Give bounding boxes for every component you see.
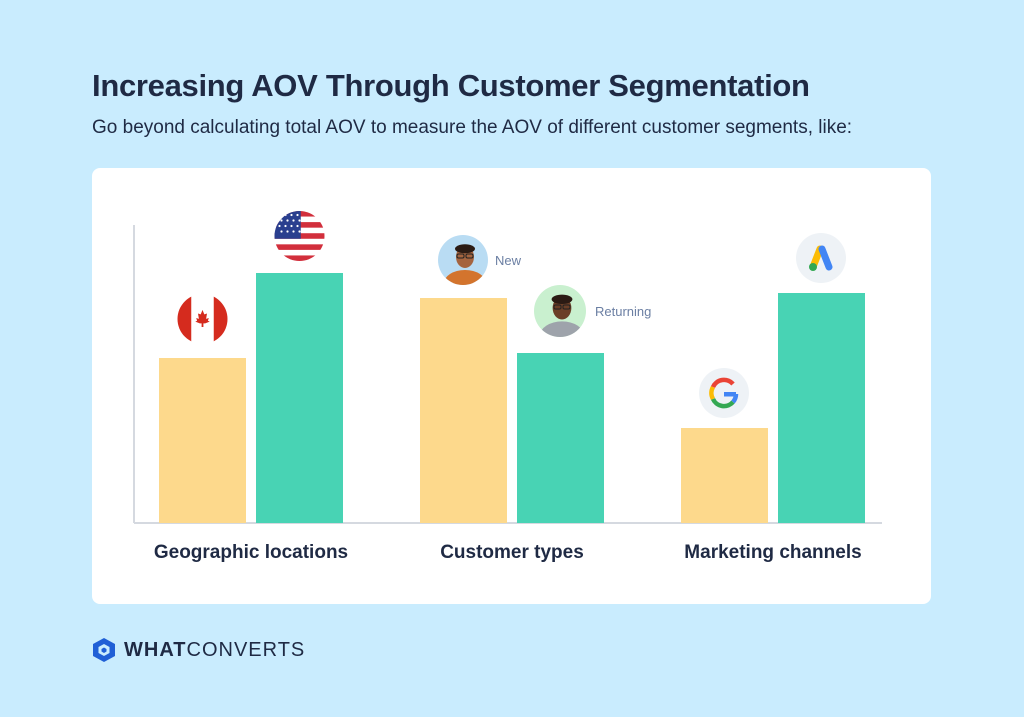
usa-flag-icon	[274, 211, 325, 261]
category-label: Marketing channels	[684, 542, 861, 563]
new-label: New	[495, 253, 522, 268]
bar-2-2	[517, 353, 604, 523]
google-logo-icon	[699, 368, 749, 418]
new-customer-avatar-icon	[438, 235, 488, 285]
category-label: Geographic locations	[154, 542, 348, 563]
chart-card: Geographic locations Customer types Market…	[92, 168, 931, 604]
bar-1-1	[159, 358, 246, 523]
bar-chart: Geographic locations Customer types Market…	[133, 211, 882, 563]
brand-name: WHATCONVERTS	[124, 638, 306, 661]
category-label: Customer types	[440, 542, 584, 563]
whatconverts-logo-icon	[93, 638, 115, 662]
brand-logo: WHATCONVERTS	[92, 636, 305, 664]
bar-2-1	[256, 273, 343, 523]
canada-flag-icon	[177, 294, 228, 344]
returning-label: Returning	[595, 304, 651, 319]
bar-2-3	[778, 293, 865, 523]
bar-1-2	[420, 298, 507, 523]
page-subtitle: Go beyond calculating total AOV to measu…	[92, 117, 853, 138]
google-ads-logo-icon	[796, 233, 846, 283]
page-title: Increasing AOV Through Customer Segmenta…	[92, 68, 810, 103]
returning-customer-avatar-icon	[534, 285, 586, 337]
bar-1-3	[681, 428, 768, 523]
